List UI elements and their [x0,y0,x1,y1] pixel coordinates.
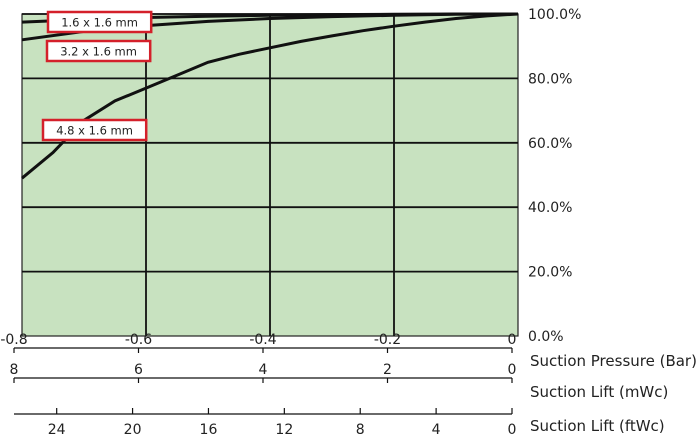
plot-area [21,13,519,337]
x-axis-2: 8 6 4 2 0 Suction Lift (mWc) [10,362,669,401]
x-axis-title: Suction Lift (ftWc) [530,417,665,435]
x-tick-label: 0 [508,422,517,436]
x-tick-label: 20 [124,422,142,436]
x-tick-label: 8 [10,362,19,378]
x-axis-3: 24 20 16 12 8 4 0 Suction Lift (ftWc) [14,408,665,436]
x-tick-label: 6 [134,362,143,378]
x-tick-label: 16 [200,422,218,436]
y-tick-label: 80.0% [528,71,572,87]
x-axis-1: -0.8 -0.6 -0.4 -0.2 0 Suction Pressure (Bar) [0,332,697,370]
y-tick-label: 100.0% [528,7,581,23]
y-axis: 0.0% 20.0% 40.0% 60.0% 80.0% 100.0% [528,7,581,345]
series-label-2: 3.2 x 1.6 mm [45,39,152,63]
y-tick-label: 20.0% [528,265,572,281]
x-tick-label: 4 [432,422,441,436]
series-labels: 1.6 x 1.6 mm 3.2 x 1.6 mm 4.8 x 1.6 mm [41,10,153,142]
series-label-1: 1.6 x 1.6 mm [46,10,153,34]
y-tick-label: 60.0% [528,136,572,152]
series-label-box [41,118,148,142]
x-tick-label: 4 [259,362,268,378]
y-tick-label: 40.0% [528,200,572,216]
x-axis-title: Suction Pressure (Bar) [530,352,697,370]
x-tick-label: -0.4 [249,332,276,348]
y-tick-label: 0.0% [528,329,564,345]
series-label-box [46,10,153,34]
x-tick-label: 0 [508,362,517,378]
series-label-text: 4.8 x 1.6 mm [56,124,133,138]
series-curve-3 [21,12,519,180]
x-tick-label: -0.8 [0,332,27,348]
x-tick-label: 0 [508,332,517,348]
x-tick-label: -0.6 [125,332,152,348]
series-label-text: 1.6 x 1.6 mm [61,16,138,30]
x-axis-title: Suction Lift (mWc) [530,383,668,401]
x-tick-label: -0.2 [374,332,401,348]
x-tick-label: 2 [383,362,392,378]
series-label-box [45,39,152,63]
x-tick-label: 24 [48,422,66,436]
series-label-3: 4.8 x 1.6 mm [41,118,148,142]
series-label-text: 3.2 x 1.6 mm [60,45,137,59]
x-tick-label: 8 [356,422,365,436]
x-tick-label: 12 [275,422,293,436]
